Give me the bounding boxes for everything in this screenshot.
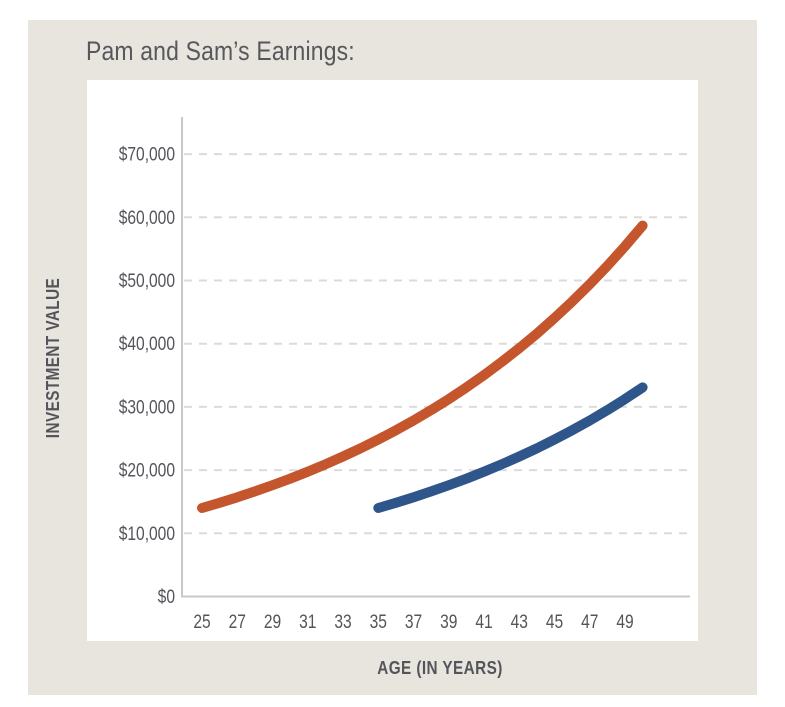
y-tick-label: $20,000 — [119, 459, 175, 481]
x-axis-title: AGE (IN YEARS) — [377, 658, 503, 678]
series-pam-line — [197, 220, 648, 513]
x-tick-label: 39 — [440, 611, 457, 633]
y-axis-title: INVESTMENT VALUE — [43, 277, 63, 439]
chart-title: Pam and Sam’s Earnings: — [86, 36, 355, 66]
x-tick-label: 35 — [370, 611, 387, 633]
y-tick-label: $40,000 — [119, 333, 175, 355]
y-tick-label: $0 — [158, 586, 175, 608]
x-tick-label: 45 — [546, 611, 563, 633]
series-sam-line — [373, 382, 648, 513]
x-tick-label: 33 — [334, 611, 351, 633]
chart-card: Pam and Sam’s Earnings: INVESTMENT VALUE… — [28, 20, 757, 695]
y-tick-label: $50,000 — [119, 270, 175, 292]
x-tick-label: 37 — [405, 611, 422, 633]
y-tick-label: $10,000 — [119, 522, 175, 544]
chart-canvas: 25 27 29 31 33 35 37 39 41 43 45 47 49 $0 $10,000 $20,0… — [119, 117, 690, 633]
x-tick-label: 47 — [581, 611, 598, 633]
x-tick-label: 43 — [511, 611, 528, 633]
x-tick-label: 31 — [299, 611, 316, 633]
plot-panel: 25 27 29 31 33 35 37 39 41 43 45 47 49 $0 $10,000 $20,0… — [87, 80, 698, 641]
x-tick-label: 25 — [193, 611, 210, 633]
y-tick-label: $30,000 — [119, 396, 175, 418]
x-tick-label: 29 — [264, 611, 281, 633]
x-tick-label: 49 — [616, 611, 633, 633]
x-tick-label: 41 — [475, 611, 492, 633]
y-tick-label: $70,000 — [119, 143, 175, 165]
x-tick-label: 27 — [229, 611, 246, 633]
y-tick-label: $60,000 — [119, 206, 175, 228]
